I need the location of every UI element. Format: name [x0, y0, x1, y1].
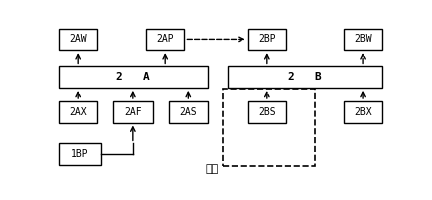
Text: 2BX: 2BX — [354, 107, 372, 117]
Text: 2BP: 2BP — [258, 34, 276, 44]
Text: 2   B: 2 B — [289, 72, 322, 82]
Bar — [344, 101, 382, 123]
Text: 2AP: 2AP — [156, 34, 174, 44]
Text: 2BS: 2BS — [258, 107, 276, 117]
Bar — [59, 143, 101, 165]
Text: 1BP: 1BP — [71, 149, 89, 159]
Text: 2AX: 2AX — [70, 107, 87, 117]
Bar — [248, 29, 286, 50]
Text: 2AS: 2AS — [179, 107, 197, 117]
Bar — [59, 101, 98, 123]
Bar — [223, 89, 315, 166]
Bar — [59, 66, 207, 88]
Bar — [248, 101, 286, 123]
Text: 调料: 调料 — [206, 164, 219, 174]
Text: 2AF: 2AF — [124, 107, 142, 117]
Text: 2AW: 2AW — [70, 34, 87, 44]
Bar — [229, 66, 382, 88]
Bar — [146, 29, 184, 50]
Text: 2   A: 2 A — [116, 72, 150, 82]
Bar — [59, 29, 98, 50]
Text: 2BW: 2BW — [354, 34, 372, 44]
Bar — [344, 29, 382, 50]
Bar — [169, 101, 207, 123]
Bar — [113, 101, 153, 123]
